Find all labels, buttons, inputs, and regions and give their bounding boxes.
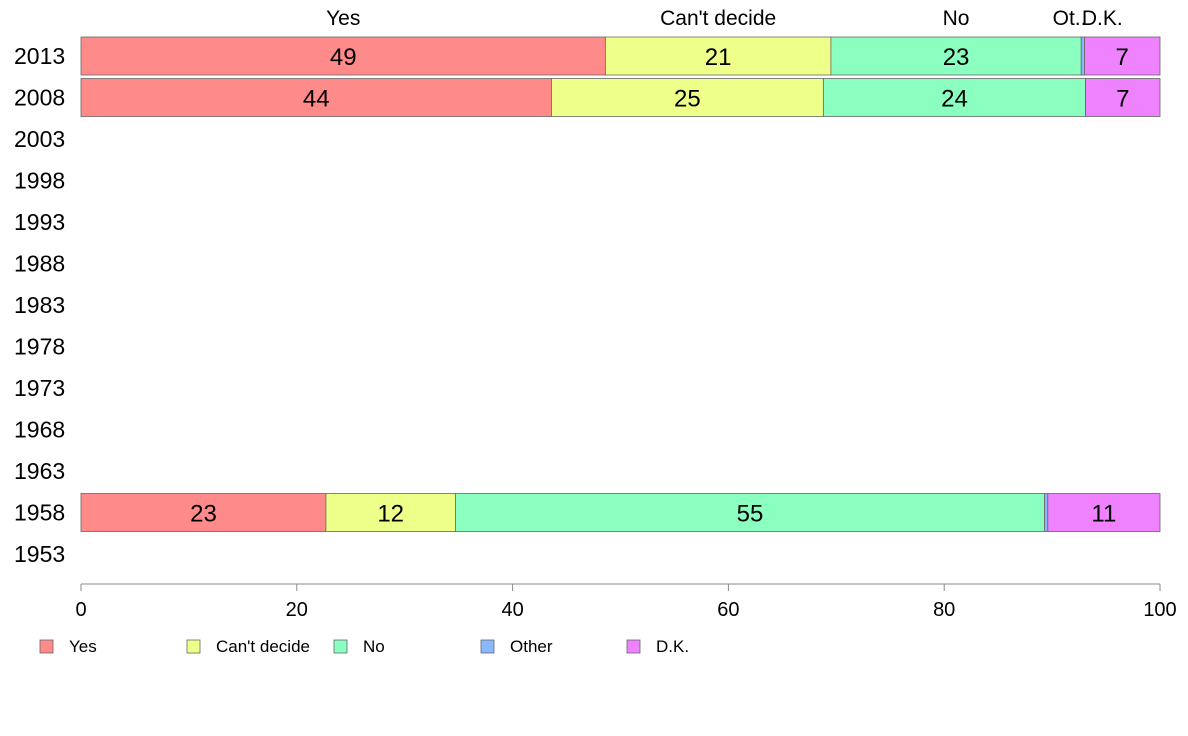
data-label-2008-2: 24 [941,86,968,113]
x-tick-label-20: 20 [286,599,308,621]
data-label-2013-2: 23 [943,44,970,71]
data-label-1958-1: 12 [377,501,404,528]
y-tick-label-1958: 1958 [14,500,65,526]
legend-swatch-3 [480,639,495,654]
y-tick-label-1983: 1983 [14,292,65,318]
y-tick-label-1978: 1978 [14,334,65,360]
legend-label-0: Yes [69,637,97,656]
x-tick-label-0: 0 [75,599,86,621]
bar-1958-other [1044,493,1049,532]
y-tick-label-1988: 1988 [14,251,65,277]
bar-2008-can-t-decide [551,78,824,117]
bar-2008-no [822,78,1086,117]
legend-label-2: No [363,637,385,656]
y-tick-label-2003: 2003 [14,126,65,152]
data-label-2008-1: 25 [674,86,701,113]
legend-label-4: D.K. [656,637,689,656]
data-label-2013-4: 7 [1116,44,1129,71]
bar-1958-d-k- [1047,493,1161,532]
x-tick-label-100: 100 [1143,599,1176,621]
top-category-labels: Yes Can't decide No Ot..D.K. [326,7,1123,30]
legend-swatch-2 [333,639,348,654]
top-label-3: Ot.. [1053,7,1087,30]
top-label-2: No [943,7,970,30]
y-axis-labels: 2013 2008 2003 1998 1993 1988 1983 1978 1973 1968… [14,43,65,567]
bar-2013-other [1080,36,1085,76]
data-label-2008-4: 7 [1116,86,1129,113]
y-tick-label-2008: 2008 [14,85,65,111]
top-label-0: Yes [326,7,360,30]
bar-2008-d-k- [1085,78,1161,117]
legend-swatch-0 [39,639,54,654]
bar-2013-can-t-decide [604,36,832,76]
bar-1958-no [455,493,1045,532]
data-label-2008-0: 44 [303,86,330,113]
top-label-1: Can't decide [660,7,776,30]
bars: 49 21 23 7 44 25 24 7 23 12 55 11 [80,36,1161,532]
legend-label-3: Other [510,637,553,656]
y-tick-label-1973: 1973 [14,375,65,401]
y-tick-label-1998: 1998 [14,168,65,194]
bar-2013-d-k- [1084,36,1161,76]
x-axis: 0 20 40 60 80 100 [75,583,1177,621]
x-tick-label-60: 60 [717,599,739,621]
top-label-4: D.K. [1082,7,1123,30]
bar-2008-yes [80,78,552,117]
y-tick-label-1993: 1993 [14,209,65,235]
y-tick-label-1953: 1953 [14,541,65,567]
data-label-1958-2: 55 [737,501,764,528]
legend-label-1: Can't decide [216,637,310,656]
data-label-2013-0: 49 [330,44,357,71]
legend-swatch-1 [186,639,201,654]
x-tick-label-80: 80 [933,599,955,621]
data-label-1958-4: 11 [1091,501,1116,528]
y-tick-label-1963: 1963 [14,458,65,484]
x-tick-label-40: 40 [501,599,523,621]
data-label-1958-0: 23 [190,501,217,528]
legend-swatch-4 [626,639,641,654]
legend: Yes Can't decide No Other D.K. [39,637,689,656]
bar-1958-yes [80,493,327,532]
data-label-2013-1: 21 [705,44,732,71]
y-tick-label-1968: 1968 [14,417,65,443]
y-tick-label-2013: 2013 [14,43,65,69]
bar-1958-can-t-decide [325,493,456,532]
